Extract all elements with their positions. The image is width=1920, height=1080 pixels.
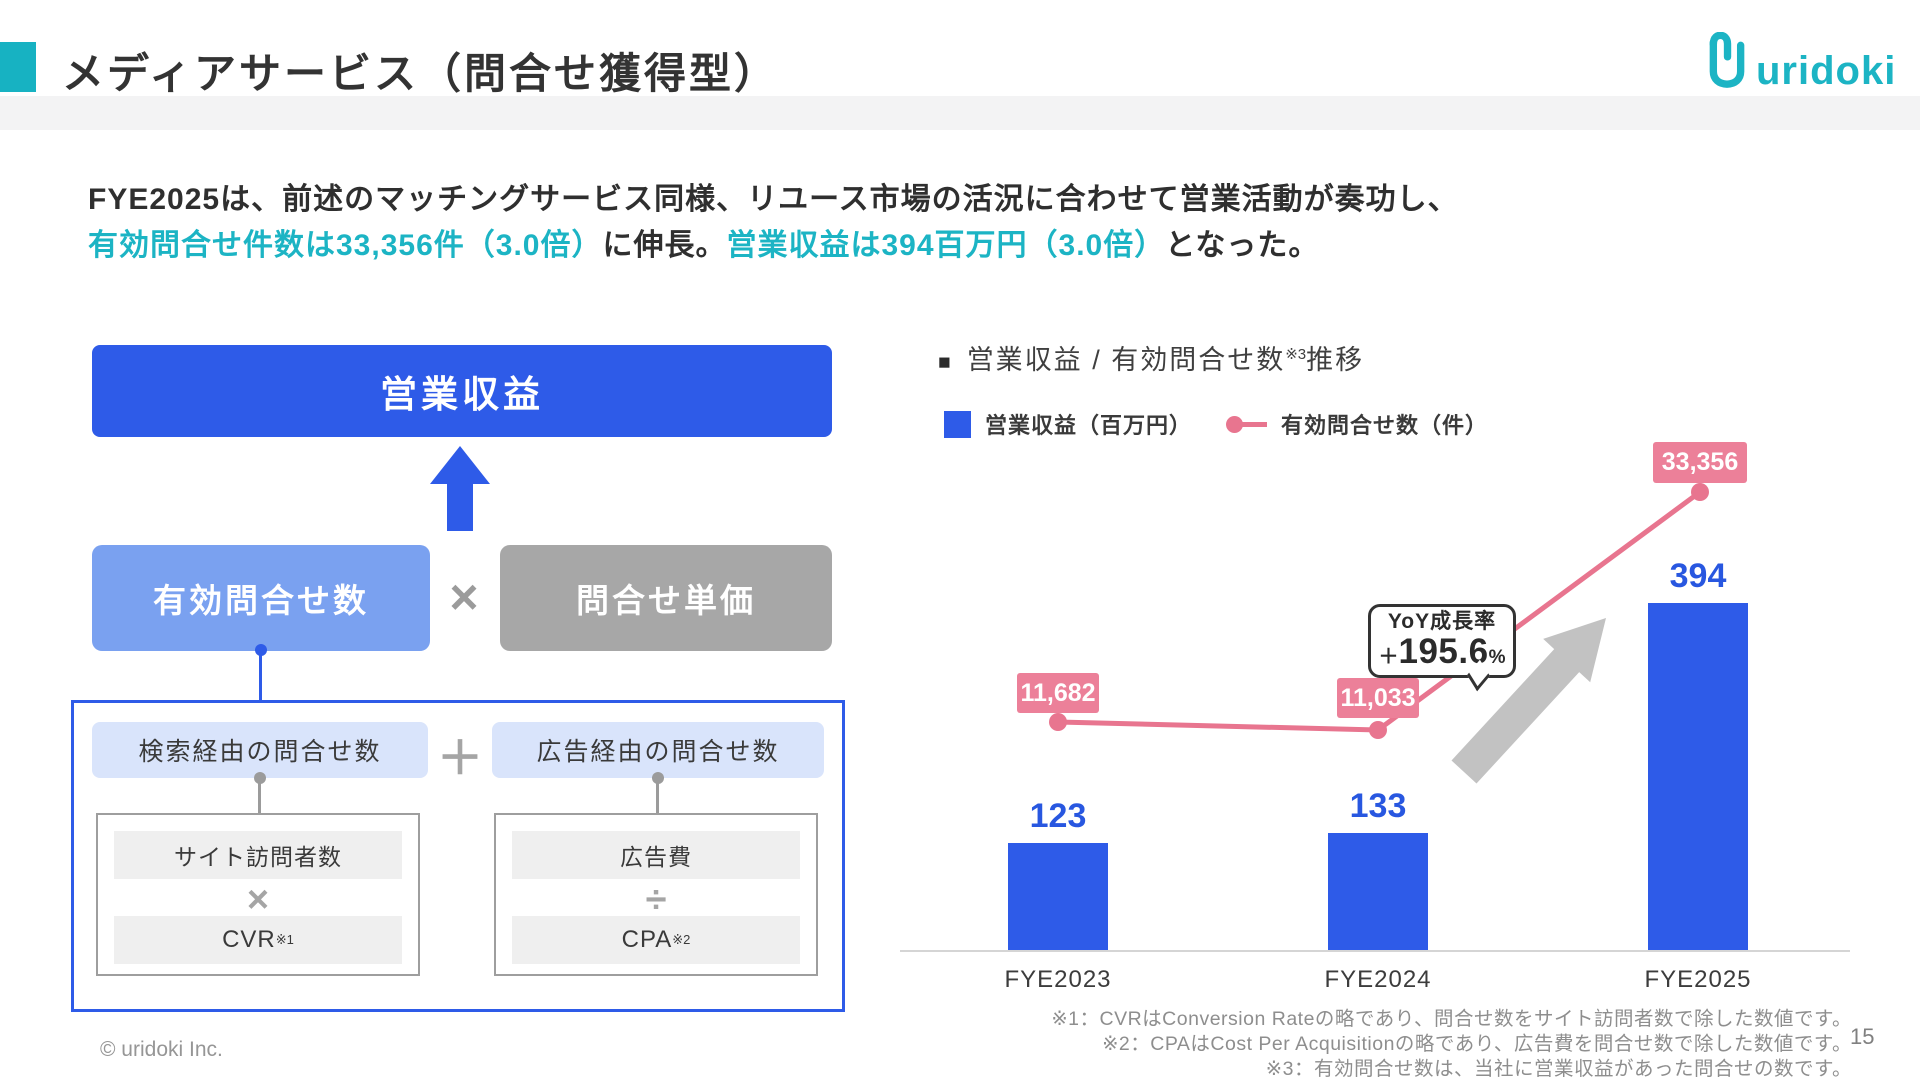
growth-arrow-icon xyxy=(1451,618,1606,784)
footnote-1: ※1：CVRはConversion Rateの略であり、問合せ数をサイト訪問者数… xyxy=(1051,1008,1852,1030)
legend-bar-label: 営業収益（百万円） xyxy=(985,413,1193,438)
copyright: © uridoki Inc. xyxy=(100,1038,223,1061)
chart-legend: 営業収益（百万円） 有効問合せ数（件） xyxy=(944,408,1488,440)
legend-line-marker-icon xyxy=(1226,415,1268,433)
x-tick-fye2024: FYE2024 xyxy=(1324,966,1432,993)
x-tick-fye2023: FYE2023 xyxy=(1004,966,1112,993)
title-accent-bar xyxy=(0,42,36,92)
uridoki-logo-text: uridoki xyxy=(1756,49,1897,93)
divide-operator: ÷ xyxy=(645,879,667,921)
header-divider-band xyxy=(0,96,1920,130)
footnote-2: ※2：CPAはCost Per Acquisitionの略であり、広告費を問合せ… xyxy=(1102,1033,1852,1055)
connector-line-ad xyxy=(656,778,659,814)
cpa-footnote-ref: ※2 xyxy=(672,932,691,947)
line-point-fye2025 xyxy=(1691,483,1709,501)
multiply-inner-operator: × xyxy=(246,879,270,921)
line-series-and-growth-arrow xyxy=(1049,483,1709,784)
uridoki-logo: uridoki xyxy=(1706,31,1897,93)
x-tick-fye2025: FYE2025 xyxy=(1644,966,1752,993)
cvr-cell: CVR ※1 xyxy=(114,916,402,964)
inquiry-unit-price-box: 問合せ単価 xyxy=(500,545,832,651)
yoy-growth-title: YoY成長率 xyxy=(1387,610,1497,634)
up-arrow-icon xyxy=(430,446,490,484)
cpa-cell: CPA ※2 xyxy=(512,916,800,964)
connector-line-blue xyxy=(259,650,262,700)
effective-inquiries-box: 有効問合せ数 xyxy=(92,545,430,651)
bar-value-fye2023: 123 xyxy=(1029,797,1087,835)
revenue-bar-fye2023 xyxy=(1008,843,1108,952)
line-point-fye2023 xyxy=(1049,713,1067,731)
bar-value-fye2025: 394 xyxy=(1669,557,1727,595)
multiply-operator: × xyxy=(449,569,479,625)
ad-cost-cell: 広告費 xyxy=(512,831,800,879)
uridoki-logo-icon xyxy=(1706,31,1748,93)
legend-line-label: 有効問合せ数（件） xyxy=(1281,413,1489,438)
page-number: 15 xyxy=(1850,1024,1875,1049)
up-arrow-shaft xyxy=(447,483,473,531)
line-point-fye2024 xyxy=(1369,721,1387,739)
line-value-fye2025: 33,356 xyxy=(1653,442,1747,483)
search-inquiries-box: 検索経由の問合せ数 xyxy=(92,722,428,778)
footnote-3: ※3：有効問合せ数は、当社に営業収益があった問合せの数です。 xyxy=(1265,1058,1852,1080)
revenue-box: 営業収益 xyxy=(92,345,832,437)
site-visitors-cell: サイト訪問者数 xyxy=(114,831,402,879)
legend-bar-swatch xyxy=(944,410,971,438)
lead-line-1: FYE2025は、前述のマッチングサービス同様、リユース市場の活況に合わせて営業… xyxy=(88,183,1459,216)
line-value-fye2024: 11,033 xyxy=(1337,678,1419,718)
chart-title-bullet: ■ xyxy=(938,351,953,374)
chart-title-footnote-ref: ※3 xyxy=(1285,346,1307,363)
ad-inquiries-box: 広告経由の問合せ数 xyxy=(492,722,824,778)
revenue-bar-fye2024 xyxy=(1328,833,1428,952)
yoy-growth-value: ＋195.6% xyxy=(1378,632,1506,672)
line-value-fye2023: 11,682 xyxy=(1017,673,1099,713)
chart-title: ■ 営業収益 / 有効問合せ数※3推移 xyxy=(938,345,1365,375)
lead-highlight-inquiries: 有効問合せ件数は33,356件（3.0倍） xyxy=(88,229,603,262)
x-axis-line xyxy=(900,950,1850,952)
bar-value-fye2024: 133 xyxy=(1349,787,1407,825)
cvr-footnote-ref: ※1 xyxy=(275,932,294,947)
plus-operator: ＋ xyxy=(437,732,483,784)
connector-line-search xyxy=(258,778,261,814)
revenue-bar-fye2025 xyxy=(1648,603,1748,952)
yoy-growth-callout: YoY成長率 ＋195.6% xyxy=(1368,604,1516,678)
lead-line-2: 有効問合せ件数は33,356件（3.0倍）に伸長。営業収益は394百万円（3.0… xyxy=(88,229,1320,262)
lead-highlight-revenue: 営業収益は394百万円（3.0倍） xyxy=(726,229,1166,262)
page-title: メディアサービス（問合せ獲得型） xyxy=(62,50,780,97)
